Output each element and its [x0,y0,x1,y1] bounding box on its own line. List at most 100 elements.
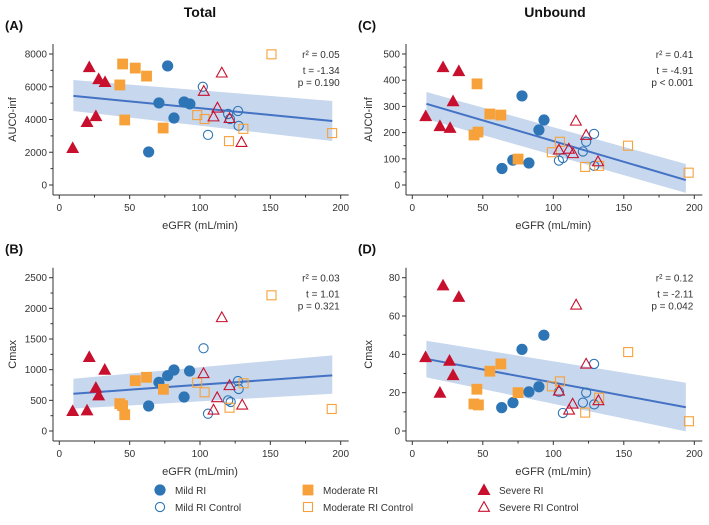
data-point [512,153,524,165]
data-point [66,141,80,154]
data-point [98,75,112,88]
data-point [158,383,169,395]
data-point [143,400,155,412]
data-point [594,392,605,403]
y-tick-label: 300 [383,102,400,113]
data-point [210,390,224,403]
y-tick-label: 1500 [25,335,48,346]
y-axis-label: AUC0-inf [363,96,375,142]
x-tick-label: 50 [477,449,489,460]
data-point [588,128,600,140]
data-point [419,109,433,122]
data-point [80,115,94,127]
stat-t: t = -4.91 [656,66,693,77]
panel-c: (C) 0 100 200 300 400 500 0 50 100 150 200 eGFR (mL/… [358,18,703,232]
x-axis-label: eGFR (mL/min) [515,220,591,232]
legend-label: Severe RI Control [499,503,578,514]
y-tick-label: 1000 [25,365,48,376]
panel-label: (A) [5,18,23,33]
data-point [433,386,447,398]
stat-p: p = 0.190 [298,78,340,89]
data-point [446,368,460,381]
x-tick-label: 100 [192,449,209,460]
y-tick-label: 6000 [25,82,48,93]
stat-t: t = -1.34 [303,66,340,77]
data-point [157,122,169,134]
data-point [569,298,583,310]
y-tick-label: 0 [394,181,400,192]
data-point [238,378,249,389]
data-point [202,129,214,141]
confidence-band [73,80,333,141]
data-point [471,383,483,395]
data-point [80,403,94,416]
data-point [223,378,236,391]
series-severe-ri [66,60,112,154]
regression-line [73,374,333,395]
x-tick-label: 50 [124,203,136,214]
x-tick-label: 150 [262,449,279,460]
data-point [141,371,152,383]
data-point [546,147,557,158]
legend: Mild RI Mild RI Control Moderate RI Moderat… [154,483,578,514]
data-point [579,357,593,369]
legend-item-severe-ri: Severe RI [477,483,543,497]
series-severe-ri-control [197,310,249,415]
panel-d: (D) 0 20 40 60 80 0 50 100 150 200 eGFR (mL/min) Cma… [358,242,703,478]
y-axis-label: Cmax [7,339,19,368]
data-point [581,136,592,147]
x-axis-label: eGFR (mL/min) [162,220,238,232]
x-tick-label: 0 [57,203,63,214]
data-point [215,310,229,323]
y-tick-label: 2000 [25,304,48,315]
series-moderate-ri-control [546,347,694,427]
y-axis-label: Cmax [363,339,375,368]
panel-label: (B) [5,242,23,257]
data-point [683,167,694,178]
x-tick-label: 200 [332,449,349,460]
data-point [452,290,466,302]
data-point [569,114,583,126]
data-point [516,343,528,355]
legend-label: Severe RI [499,486,543,497]
x-tick-label: 50 [477,203,489,214]
legend-item-moderate-ri-control: Moderate RI Control [302,501,413,514]
stat-r-squared: r² = 0.03 [302,274,340,285]
data-point [622,140,634,151]
series-moderate-ri [468,358,524,411]
data-point [577,397,589,408]
y-tick-label: 60 [389,312,401,323]
legend-item-mild-ri: Mild RI [154,484,206,497]
regression-line [73,94,333,122]
series-severe-ri [419,60,466,133]
column-title-unbound: Unbound [524,4,585,20]
data-point [197,84,211,96]
data-point [538,114,550,126]
data-point [266,49,277,60]
x-axis-label: eGFR (mL/min) [515,466,591,478]
series-mild-ri [143,60,196,158]
data-point [552,143,566,155]
y-tick-label: 0 [41,181,47,192]
regression-line [426,102,687,181]
data-point [168,364,180,376]
x-tick-label: 200 [332,203,349,214]
legend-marker-circle-icon [154,501,166,513]
data-point [207,403,220,415]
data-point [443,354,457,366]
data-point [225,396,236,408]
x-tick-label: 200 [686,203,703,214]
series-moderate-ri [468,78,524,165]
data-point [114,79,126,91]
data-point [446,94,460,107]
series-severe-ri [66,350,112,417]
data-point [538,329,550,341]
legend-marker-square-icon [302,484,314,496]
legend-marker-triangle-icon [477,500,491,512]
data-point [562,403,576,415]
series-severe-ri-control [197,66,248,147]
x-tick-label: 200 [686,449,703,460]
data-point [433,119,447,132]
data-point [232,105,244,117]
